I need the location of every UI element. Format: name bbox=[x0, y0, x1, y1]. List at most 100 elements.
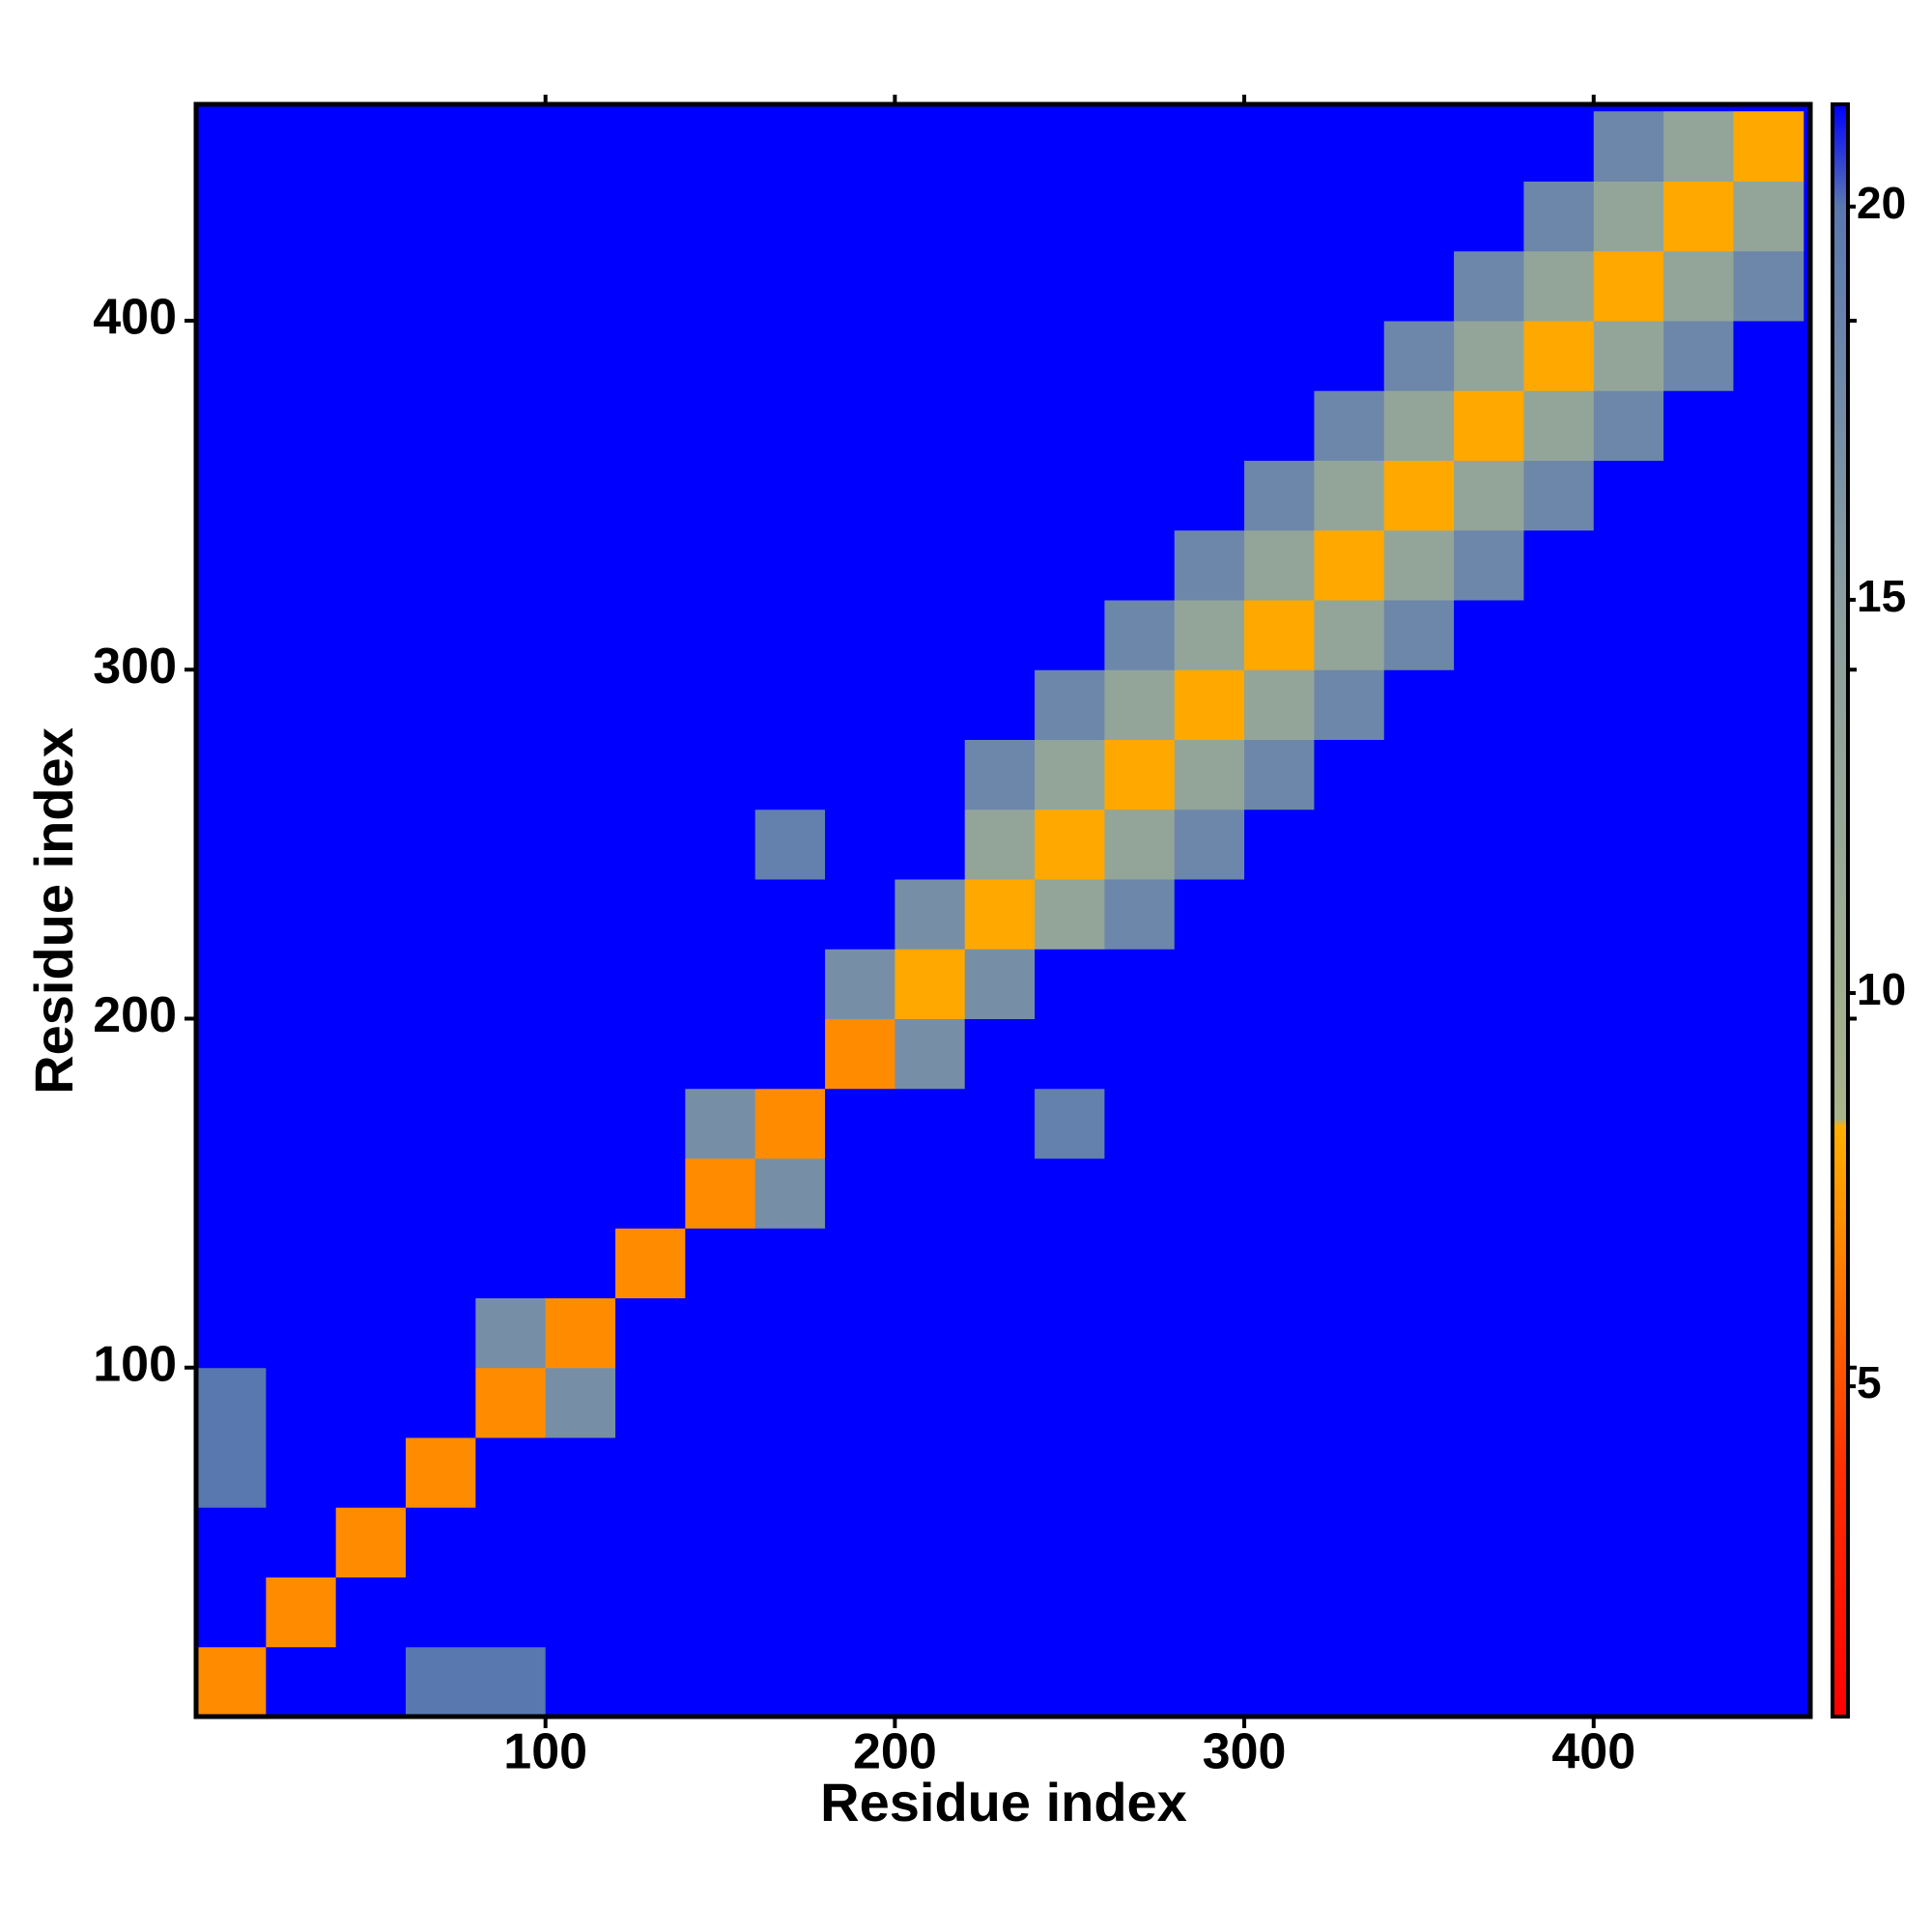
heatmap-cell bbox=[1104, 390, 1176, 461]
heatmap-cell bbox=[1383, 599, 1455, 670]
heatmap-cell bbox=[545, 1088, 616, 1159]
heatmap-cell bbox=[1523, 1088, 1595, 1159]
heatmap-cell bbox=[1104, 1436, 1176, 1508]
heatmap-cell bbox=[196, 1577, 267, 1648]
heatmap-cell bbox=[685, 390, 756, 461]
heatmap-cell bbox=[406, 1577, 476, 1648]
heatmap-cell bbox=[1104, 1507, 1176, 1577]
heatmap-cell bbox=[406, 1436, 476, 1508]
heatmap-cell bbox=[1454, 1088, 1524, 1159]
heatmap-cell bbox=[615, 460, 686, 531]
colorbar-tick-label: 20 bbox=[1857, 178, 1906, 228]
heatmap-cell bbox=[1454, 1297, 1524, 1369]
heatmap-cell bbox=[1035, 320, 1105, 391]
heatmap-cell bbox=[615, 1297, 686, 1369]
heatmap-cell bbox=[1383, 1436, 1455, 1508]
heatmap-cell bbox=[1104, 599, 1176, 670]
heatmap-cell bbox=[1244, 1436, 1315, 1508]
heatmap-cell bbox=[1733, 250, 1804, 322]
heatmap-cell bbox=[545, 460, 616, 531]
heatmap-cell bbox=[1733, 111, 1804, 182]
heatmap-cell bbox=[825, 878, 895, 950]
heatmap-cell bbox=[1104, 1646, 1176, 1718]
heatmap-cell bbox=[1104, 250, 1176, 322]
heatmap-cell bbox=[1104, 320, 1176, 391]
heatmap-cell bbox=[1383, 250, 1455, 322]
heatmap-cell bbox=[196, 320, 267, 391]
heatmap-cell bbox=[475, 111, 547, 182]
heatmap-cell bbox=[825, 1157, 895, 1229]
heatmap-cell bbox=[1523, 320, 1595, 391]
heatmap-cell bbox=[895, 111, 966, 182]
heatmap-cell bbox=[196, 460, 267, 531]
heatmap-cell bbox=[1174, 1507, 1245, 1577]
heatmap-cell bbox=[1244, 390, 1315, 461]
heatmap-cell bbox=[964, 250, 1036, 322]
heatmap-cell bbox=[685, 1297, 756, 1369]
heatmap-cell bbox=[1314, 111, 1385, 182]
heatmap-cell bbox=[754, 1228, 826, 1298]
heatmap-cell bbox=[1174, 878, 1245, 950]
heatmap-cell bbox=[196, 599, 267, 670]
heatmap-cell bbox=[335, 1507, 407, 1577]
heatmap-cell bbox=[196, 1436, 267, 1508]
heatmap-cell bbox=[1244, 1646, 1315, 1718]
heatmap-cell bbox=[1733, 1018, 1804, 1090]
heatmap-cell bbox=[1593, 1228, 1664, 1298]
heatmap-cell bbox=[1454, 1507, 1524, 1577]
heatmap-cell bbox=[1314, 250, 1385, 322]
heatmap-cell bbox=[964, 739, 1036, 810]
heatmap-cell bbox=[754, 878, 826, 950]
heatmap-cell bbox=[1593, 669, 1664, 740]
heatmap-cell bbox=[895, 1436, 966, 1508]
heatmap-cell bbox=[1104, 1297, 1176, 1369]
heatmap-cell bbox=[754, 1367, 826, 1438]
heatmap-cell bbox=[1383, 949, 1455, 1019]
heatmap-cell bbox=[1523, 1297, 1595, 1369]
heatmap-cell bbox=[1663, 739, 1734, 810]
heatmap-cell bbox=[895, 390, 966, 461]
heatmap-cell bbox=[895, 669, 966, 740]
heatmap-cell bbox=[1244, 1367, 1315, 1438]
heatmap-cell bbox=[1523, 669, 1595, 740]
x-axis-label: Residue index bbox=[820, 1772, 1187, 1833]
heatmap-cell bbox=[825, 460, 895, 531]
heatmap-cell bbox=[196, 809, 267, 880]
colorbar-tick-label: 15 bbox=[1857, 571, 1906, 621]
heatmap-cell bbox=[1104, 181, 1176, 252]
y-tick-label: 400 bbox=[93, 290, 177, 346]
heatmap-cell bbox=[475, 1577, 547, 1648]
colorbar-tick-label: 10 bbox=[1857, 964, 1906, 1014]
heatmap-cell bbox=[266, 1157, 337, 1229]
heatmap-cell bbox=[1593, 1507, 1664, 1577]
heatmap-cell bbox=[545, 1646, 616, 1718]
heatmap-cell bbox=[1733, 1088, 1804, 1159]
heatmap-cell bbox=[1035, 390, 1105, 461]
heatmap-cell bbox=[1383, 111, 1455, 182]
heatmap-cell bbox=[964, 669, 1036, 740]
heatmap-cell bbox=[615, 1018, 686, 1090]
heatmap-cell bbox=[1244, 181, 1315, 252]
heatmap-cell bbox=[964, 1228, 1036, 1298]
heatmap-cell bbox=[266, 599, 337, 670]
heatmap-cell bbox=[685, 1018, 756, 1090]
heatmap-cell bbox=[266, 1088, 337, 1159]
heatmap-cell bbox=[1663, 181, 1734, 252]
heatmap-cell bbox=[1663, 111, 1734, 182]
heatmap-cell bbox=[266, 390, 337, 461]
heatmap-cell bbox=[1174, 1297, 1245, 1369]
heatmap-cell bbox=[475, 1297, 547, 1369]
heatmap-cell bbox=[1244, 669, 1315, 740]
colorbar-tick-label: 5 bbox=[1857, 1357, 1882, 1407]
heatmap-cell bbox=[1454, 320, 1524, 391]
heatmap-cell bbox=[335, 390, 407, 461]
heatmap-cell bbox=[964, 320, 1036, 391]
y-tick-label: 200 bbox=[93, 987, 177, 1043]
heatmap-cell bbox=[825, 1577, 895, 1648]
heatmap-cell bbox=[1454, 599, 1524, 670]
heatmap-cell bbox=[1244, 320, 1315, 391]
heatmap-cell bbox=[1663, 460, 1734, 531]
heatmap-cell bbox=[545, 1436, 616, 1508]
heatmap-cell bbox=[825, 1436, 895, 1508]
heatmap-cell bbox=[964, 460, 1036, 531]
